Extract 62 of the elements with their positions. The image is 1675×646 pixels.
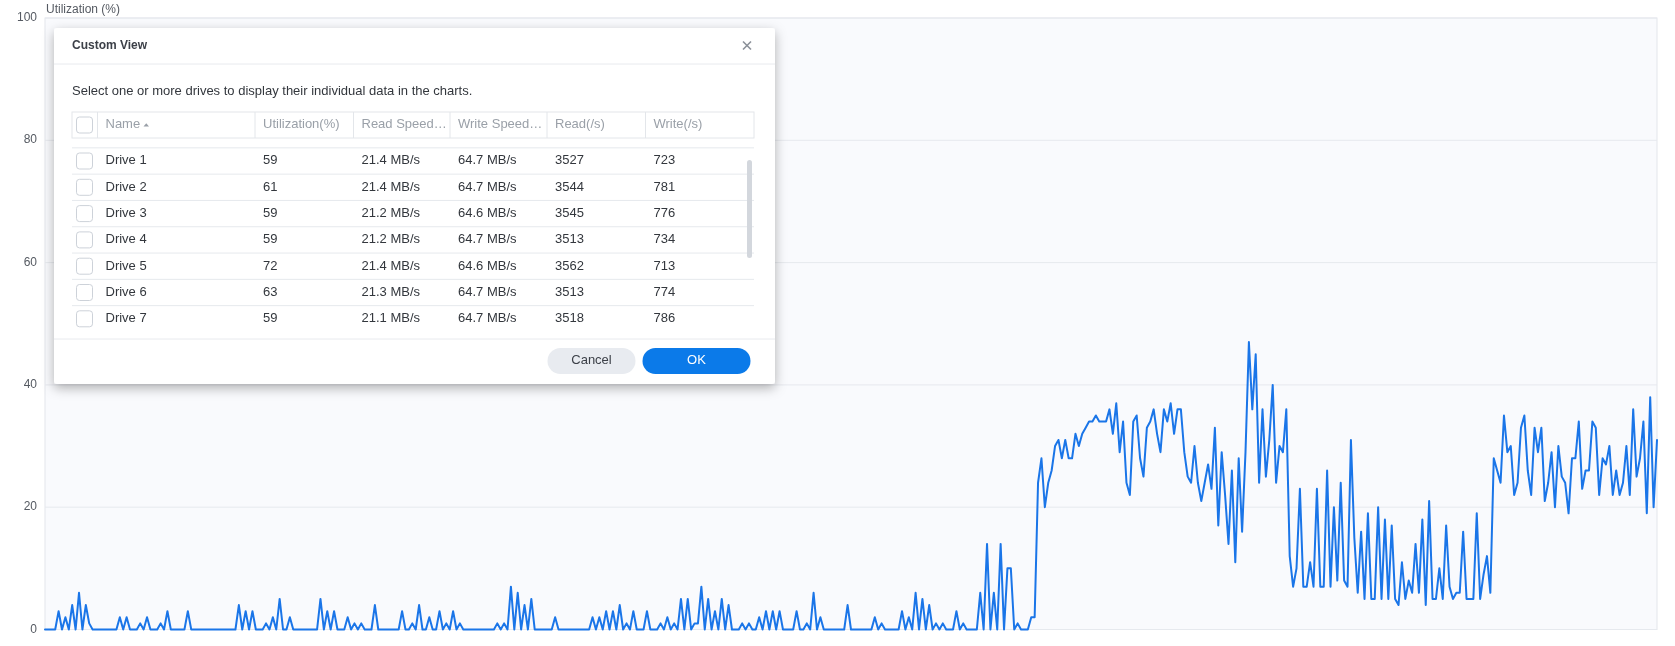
text: 59 [263, 231, 278, 247]
button: Cancel [547, 348, 636, 374]
text: 3545 [555, 205, 584, 221]
text: 3562 [555, 257, 584, 273]
text: 786 [653, 310, 676, 326]
text: 21.4 MB/s [361, 152, 421, 168]
text: 21.2 MB/s [361, 231, 421, 247]
text: 3544 [555, 178, 584, 194]
text: 64.7 MB/s [458, 231, 517, 247]
text: 3527 [555, 152, 584, 168]
line-series [44, 341, 1658, 631]
text: 776 [653, 205, 676, 221]
text: 59 [263, 152, 278, 168]
y-tick-label: 80 [23, 132, 38, 147]
text: Drive 3 [105, 205, 147, 221]
text: 723 [653, 152, 676, 168]
text: 64.7 MB/s [458, 178, 517, 194]
y-tick-label: 20 [23, 499, 38, 514]
text: 59 [263, 205, 278, 221]
y-tick-label: 60 [23, 254, 38, 269]
y-tick-label: 40 [23, 377, 38, 392]
category-label: Read(/s) [555, 116, 605, 132]
text: 781 [653, 178, 676, 194]
text: 72 [263, 257, 278, 273]
category-label: Write Speed… [458, 116, 543, 132]
y-tick-label: 0 [30, 621, 38, 636]
text: 64.7 MB/s [458, 283, 517, 299]
text: 21.3 MB/s [361, 283, 421, 299]
text: Drive 7 [105, 310, 147, 326]
text: Drive 1 [105, 152, 147, 168]
text: 21.4 MB/s [361, 178, 421, 194]
text: 64.6 MB/s [458, 257, 517, 273]
category-label: Utilization(%) [263, 116, 340, 132]
text: 64.7 MB/s [458, 310, 517, 326]
annotation: Cancel [571, 352, 612, 368]
text: Drive 6 [105, 283, 147, 299]
text: 21.1 MB/s [361, 310, 421, 326]
y-tick-label: 100 [16, 10, 38, 25]
text: 61 [263, 178, 278, 194]
text: 713 [653, 257, 676, 273]
text: 63 [263, 283, 278, 299]
category-label: Name [105, 116, 141, 132]
text: 64.7 MB/s [458, 152, 517, 168]
text: 59 [263, 310, 278, 326]
text: 21.2 MB/s [361, 205, 421, 221]
category-label: Read Speed… [361, 116, 447, 132]
text: 3513 [555, 231, 584, 247]
text: 734 [653, 231, 676, 247]
text: 3513 [555, 283, 584, 299]
button: OK [642, 348, 751, 374]
text: 3518 [555, 310, 584, 326]
text: 774 [653, 283, 676, 299]
annotation: OK [687, 352, 707, 368]
text: Drive 5 [105, 257, 147, 273]
text: Select one or more drives to display their individual data in the charts. [72, 83, 473, 99]
text: Drive 2 [105, 178, 147, 194]
text: Custom View [72, 38, 148, 53]
text: 21.4 MB/s [361, 257, 421, 273]
text: Drive 4 [105, 231, 147, 247]
y-axis-title: Utilization (%) [46, 2, 121, 17]
category-label: Write(/s) [653, 116, 703, 132]
text: 64.6 MB/s [458, 205, 517, 221]
